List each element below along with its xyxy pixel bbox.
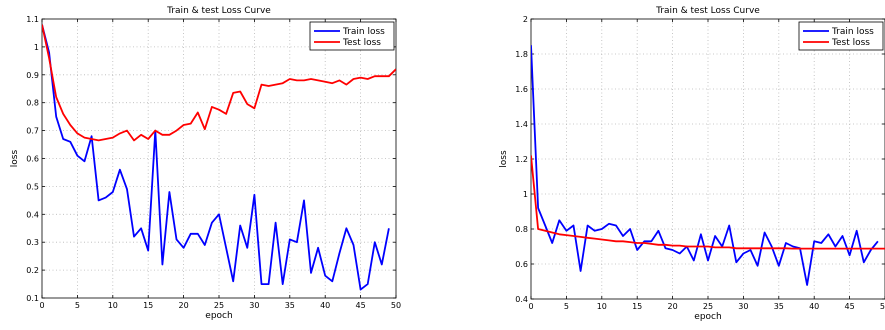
y-tick-label: 0.6	[515, 260, 528, 269]
y-tick-label: 0.1	[26, 294, 39, 303]
y-tick-label: 0.8	[26, 99, 39, 108]
y-tick-label: 0.2	[26, 266, 39, 275]
legend-label: Train loss	[342, 27, 385, 37]
x-tick-label: 50	[391, 301, 401, 310]
x-tick-label: 15	[632, 302, 642, 311]
y-tick-label: 0.4	[515, 295, 528, 304]
series-line-test-loss	[531, 155, 885, 250]
x-tick-label: 5	[75, 301, 80, 310]
x-tick-label: 30	[738, 302, 748, 311]
loss-chart-2: 0 5 10 15 20 25 30 35 40 45 50 0.4 0.6 0.8 1 1.2 1.4 1.6 1…	[499, 6, 885, 322]
y-tick-label: 1.8	[515, 50, 528, 59]
legend-label: Test loss	[342, 38, 381, 48]
y-axis-title: loss	[499, 150, 509, 168]
chart-title: Train & test Loss Curve	[655, 6, 760, 16]
y-tick-label: 1	[34, 43, 39, 52]
x-tick-label: 0	[39, 301, 44, 310]
y-tick-label: 1.1	[26, 15, 39, 24]
x-tick-label: 40	[320, 301, 330, 310]
y-tick-label: 0.7	[26, 127, 39, 136]
x-tick-label: 35	[285, 301, 295, 310]
series-line-train-loss	[42, 24, 390, 291]
series-line-test-loss	[42, 24, 396, 142]
x-tick-label: 15	[143, 301, 153, 310]
x-tick-label: 10	[108, 301, 118, 310]
y-axis-title: loss	[10, 149, 20, 167]
x-tick-label: 45	[845, 302, 855, 311]
y-tick-label: 0.3	[26, 238, 39, 247]
x-tick-label: 40	[809, 302, 819, 311]
x-axis-title: epoch	[205, 311, 232, 321]
y-tick-label: 1.6	[515, 85, 528, 94]
y-tick-label: 0.9	[26, 71, 39, 80]
x-tick-label: 20	[668, 302, 678, 311]
x-tick-label: 45	[356, 301, 366, 310]
y-tick-label: 1	[523, 190, 528, 199]
x-tick-label: 0	[528, 302, 533, 311]
x-tick-label: 35	[774, 302, 784, 311]
y-tick-label: 0.4	[26, 210, 39, 219]
x-tick-label: 20	[179, 301, 189, 310]
y-tick-label: 0.5	[26, 182, 39, 191]
chart-title: Train & test Loss Curve	[166, 6, 271, 16]
x-tick-label: 25	[703, 302, 713, 311]
x-tick-label: 10	[597, 302, 607, 311]
loss-chart-1: 0 5 10 15 20 25 30 35 40 45 50 0.1 0.2 0.3 0.4 0.5 0.6 0.…	[10, 6, 401, 321]
y-tick-label: 0.6	[26, 155, 39, 164]
x-tick-label: 5	[564, 302, 569, 311]
legend-label: Train loss	[831, 27, 874, 37]
legend-box	[798, 21, 884, 51]
x-tick-label: 50	[880, 302, 885, 311]
y-tick-label: 2	[523, 15, 528, 24]
x-axis-title: epoch	[694, 312, 721, 322]
y-tick-label: 1.4	[515, 120, 528, 129]
x-tick-label: 30	[249, 301, 259, 310]
legend-label: Test loss	[831, 38, 870, 48]
y-tick-label: 0.8	[515, 225, 528, 234]
legend-box	[309, 21, 395, 51]
y-tick-label: 1.2	[515, 155, 528, 164]
x-tick-label: 25	[214, 301, 224, 310]
